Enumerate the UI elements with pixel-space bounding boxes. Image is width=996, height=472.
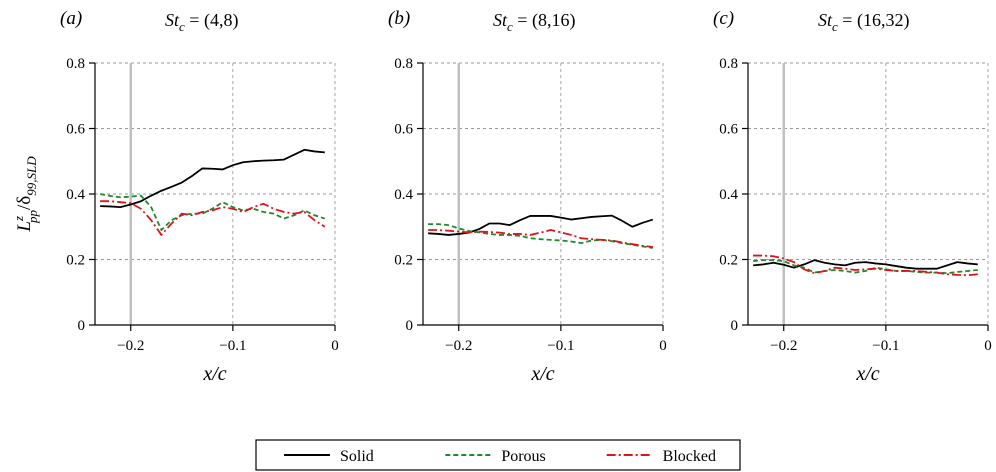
legend-label-solid: Solid [340,448,374,465]
x-axis-label: x/c [855,363,879,385]
series-line-porous [99,193,326,231]
y-tick-label: 0.4 [719,187,738,203]
y-tick-label: 0.4 [394,187,413,203]
panel-title: Stc = (8,16) [493,10,575,34]
x-tick-label: −0.2 [445,338,472,354]
series-line-solid [753,259,978,270]
y-tick-label: 0 [731,318,739,334]
x-tick-label: −0.2 [117,338,144,354]
y-axis-label-text: Lzpp/δ99,SLD [11,156,40,233]
y-tick-label: 0 [406,318,414,334]
x-tick-label: −0.1 [547,338,574,354]
x-tick-label: 0 [331,338,339,354]
x-axis-label: x/c [202,363,226,385]
y-tick-label: 0.4 [66,187,85,203]
y-tick-label: 0.8 [394,56,413,72]
x-tick-label: −0.1 [872,338,899,354]
series-line-solid [100,148,325,209]
panel-1: 0 0.2 0.4 0.6 0.8 −0.2 −0.1 0 x/c (a) Stc = (4,8) [60,8,339,385]
y-tick-label: 0.2 [719,253,738,269]
panel-label: (b) [388,8,410,29]
legend-box [255,439,741,471]
x-tick-label: 0 [659,338,667,354]
legend-label-blocked: Blocked [663,448,716,465]
series-line-blocked [753,254,978,277]
legend: Solid Porous Blocked [255,439,741,471]
y-tick-label: 0 [78,318,86,334]
panel-3: 0 0.2 0.4 0.6 0.8 −0.2 −0.1 0 x/c (c) Stc = (16,32… [713,8,992,385]
series-line-blocked [100,200,326,236]
panel-2: 0 0.2 0.4 0.6 0.8 −0.2 −0.1 0 x/c (b) Stc = (8,16) [388,8,667,385]
panel-label: (c) [713,8,734,29]
panel-title: Stc = (4,8) [165,10,238,34]
y-axis-label: Lzpp/δ99,SLD [11,156,40,233]
panels: 00.20.40.60.8−0.2 −0.1 0x/c(a) Stc = (4,8)0… [60,8,992,385]
series-line-blocked [428,229,653,248]
series-line-porous [428,223,653,249]
y-tick-label: 0.6 [719,122,738,138]
legend-label-porous: Porous [501,448,545,465]
x-tick-label: −0.1 [219,338,246,354]
series-line-solid [428,214,654,236]
x-tick-label: 0 [984,338,992,354]
y-tick-label: 0.2 [394,253,413,269]
x-tick-label: −0.2 [770,338,797,354]
y-tick-label: 0.2 [66,253,85,269]
x-axis-label: x/c [530,363,554,385]
y-tick-label: 0.6 [66,122,85,138]
series-line-porous [753,259,978,275]
y-tick-label: 0.8 [66,56,85,72]
y-tick-label: 0.6 [394,122,413,138]
y-tick-label: 0.8 [719,56,738,72]
panel-label: (a) [60,8,82,29]
panel-title: Stc = (16,32) [818,10,909,34]
